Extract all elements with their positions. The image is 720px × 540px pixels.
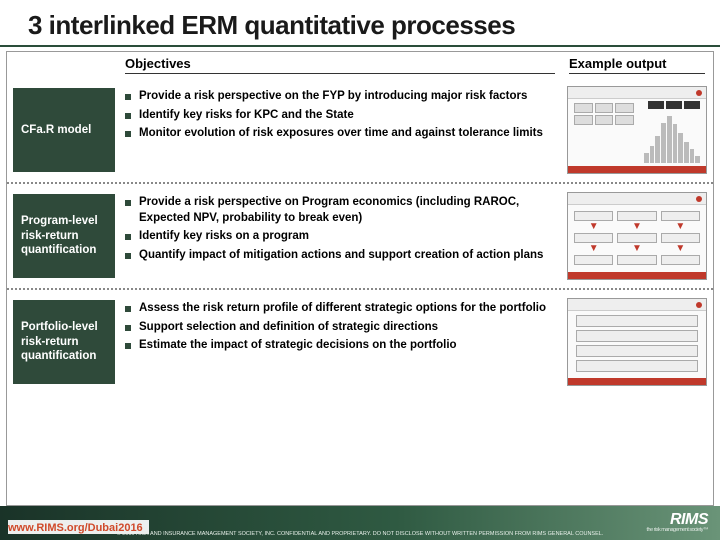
bullet: Assess the risk return profile of differ… [125, 301, 559, 317]
logo-text: RIMS [670, 512, 708, 528]
dot-icon [696, 302, 702, 308]
table-header-row: Objectives Example output [7, 52, 713, 78]
dot-icon [696, 196, 702, 202]
stacked-bars-icon [576, 315, 698, 375]
bullet-text: Quantify impact of mitigation actions an… [139, 248, 543, 264]
bullet-text: Estimate the impact of strategic decisio… [139, 338, 457, 354]
bullet-icon [125, 234, 131, 240]
content-table: Objectives Example output CFa.R model Pr… [6, 51, 714, 506]
dot-icon [696, 90, 702, 96]
bullet-text: Assess the risk return profile of differ… [139, 301, 546, 317]
header-objectives: Objectives [125, 56, 555, 74]
bullet-icon [125, 325, 131, 331]
logo-subtext: the risk management society™ [646, 528, 708, 534]
bullet: Monitor evolution of risk exposures over… [125, 126, 559, 142]
thumb-footer [568, 378, 706, 385]
bullet: Support selection and definition of stra… [125, 320, 559, 336]
example-output-thumb [567, 298, 707, 386]
row-label: Portfolio-level risk-return quantificati… [13, 300, 115, 384]
flow-diagram-icon: ▼▼ ▼▼ ▼▼ [574, 211, 700, 265]
bullet: Estimate the impact of strategic decisio… [125, 338, 559, 354]
footer-disclaimer: © 2016 RISK AND INSURANCE MANAGEMENT SOC… [117, 531, 604, 537]
header-example-output: Example output [569, 56, 705, 74]
bullet-text: Provide a risk perspective on Program ec… [139, 195, 559, 226]
histogram-icon [644, 113, 700, 163]
bullet: Provide a risk perspective on the FYP by… [125, 89, 559, 105]
bullet-icon [125, 306, 131, 312]
thumb-boxes [574, 103, 634, 125]
bullet-text: Support selection and definition of stra… [139, 320, 438, 336]
table-row: Portfolio-level risk-return quantificati… [7, 290, 713, 394]
thumb-tags [648, 101, 700, 109]
bullet-icon [125, 343, 131, 349]
bullet-text: Identify key risks on a program [139, 229, 309, 245]
thumb-header [568, 299, 706, 311]
table-row: CFa.R model Provide a risk perspective o… [7, 78, 713, 184]
bullet-icon [125, 253, 131, 259]
slide-footer: www.RIMS.org/Dubai2016 © 2016 RISK AND I… [0, 506, 720, 540]
slide-title: 3 interlinked ERM quantitative processes [0, 0, 720, 47]
thumb-header [568, 193, 706, 205]
slide: 3 interlinked ERM quantitative processes… [0, 0, 720, 540]
bullet-text: Monitor evolution of risk exposures over… [139, 126, 543, 142]
table-row: Program-level risk-return quantification… [7, 184, 713, 290]
row-label: CFa.R model [13, 88, 115, 172]
bullet: Identify key risks for KPC and the State [125, 108, 559, 124]
example-output-thumb: ▼▼ ▼▼ ▼▼ [567, 192, 707, 280]
example-output-thumb [567, 86, 707, 174]
thumb-footer [568, 166, 706, 173]
bullets: Provide a risk perspective on Program ec… [115, 190, 567, 282]
thumb-footer [568, 272, 706, 279]
bullet-icon [125, 94, 131, 100]
bullet-icon [125, 200, 131, 206]
bullet-icon [125, 113, 131, 119]
bullet-icon [125, 131, 131, 137]
rims-logo: RIMS the risk management society™ [646, 512, 708, 534]
bullet: Quantify impact of mitigation actions an… [125, 248, 559, 264]
bullet: Identify key risks on a program [125, 229, 559, 245]
bullets: Provide a risk perspective on the FYP by… [115, 84, 567, 176]
bullets: Assess the risk return profile of differ… [115, 296, 567, 388]
bullet-text: Provide a risk perspective on the FYP by… [139, 89, 527, 105]
row-label: Program-level risk-return quantification [13, 194, 115, 278]
bullet: Provide a risk perspective on Program ec… [125, 195, 559, 226]
bullet-text: Identify key risks for KPC and the State [139, 108, 354, 124]
thumb-header [568, 87, 706, 99]
